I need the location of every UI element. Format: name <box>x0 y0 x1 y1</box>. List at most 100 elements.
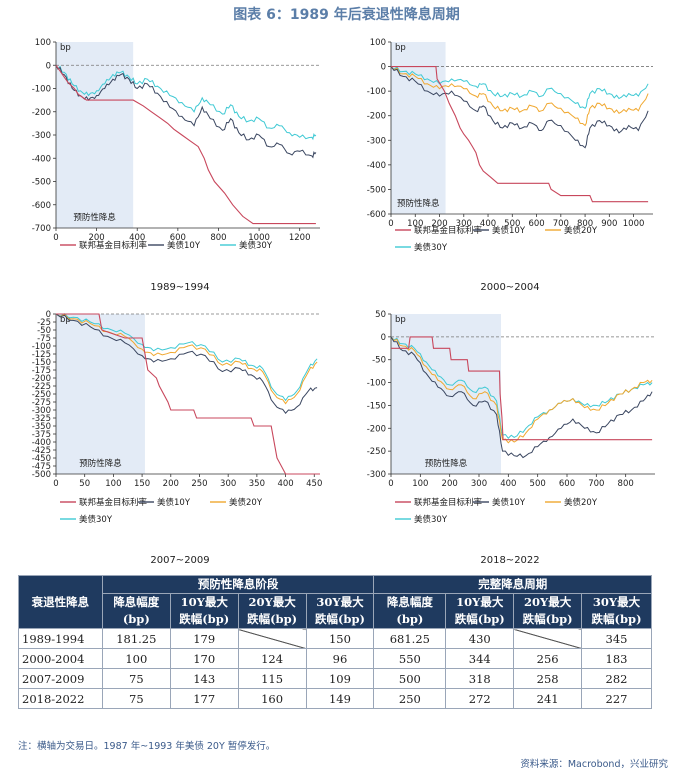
legend-label: 联邦基金目标利率 <box>79 240 148 251</box>
chart-panel-2007-2009: 预防性降息 bp 0 -25 -50 -75 -100 -125 -150 -175 -200 -22… <box>20 300 340 545</box>
x-tick-label: 1000 <box>623 219 645 229</box>
table-cell: 2000-2004 <box>18 648 103 669</box>
legend-label: 联邦基金目标利率 <box>414 225 483 236</box>
table-cell: 344 <box>445 648 515 669</box>
y-tick-label: -50 <box>372 356 386 366</box>
x-tick-label: 0 <box>388 479 393 489</box>
y-tick-label: -700 <box>32 224 51 234</box>
y-tick-label: -100 <box>32 342 51 352</box>
figure-title: 图表 6：1989 年后衰退性降息周期 <box>233 7 460 23</box>
table-header-full-cycle: 完整降息周期 <box>373 575 652 594</box>
unit-label: bp <box>60 315 71 325</box>
x-tick-label: 200 <box>88 233 104 243</box>
y-tick-label: -25 <box>37 318 51 328</box>
y-tick-label: -200 <box>367 112 386 122</box>
table-cell <box>237 628 307 649</box>
y-tick-label: -400 <box>32 154 51 164</box>
chart-panel-1989-1994: 预防性降息 bp 100 0 -100 -200 -300 -400 -500 -600 -700 0… <box>20 28 340 268</box>
x-tick-label: 100 <box>407 219 423 229</box>
table-cell: 681.25 <box>373 628 447 649</box>
x-tick-label: 0 <box>388 219 393 229</box>
legend-label: 美债10Y <box>492 225 526 236</box>
table-cell: 96 <box>305 648 375 669</box>
x-tick-label: 350 <box>249 479 265 489</box>
table-cell: 150 <box>305 628 375 649</box>
y-tick-label: -175 <box>32 366 51 376</box>
x-tick-label: 800 <box>618 479 634 489</box>
x-tick-label: 100 <box>412 479 428 489</box>
table-cell: 258 <box>513 668 583 689</box>
y-tick-label: -500 <box>367 185 386 195</box>
x-tick-label: 400 <box>129 233 145 243</box>
legend-label: 美债30Y <box>79 514 113 525</box>
unit-label: bp <box>60 43 71 53</box>
series-line-fed <box>391 336 653 441</box>
x-tick-label: 400 <box>480 219 496 229</box>
legend-label: 联邦基金目标利率 <box>414 497 483 508</box>
x-tick-label: 300 <box>471 479 487 489</box>
y-tick-label: -300 <box>367 136 386 146</box>
legend-label: 美债20Y <box>564 225 598 236</box>
x-tick-label: 600 <box>559 479 575 489</box>
y-tick-label: 0 <box>381 333 386 343</box>
table-cell: 500 <box>373 668 447 689</box>
source-note: 资料来源：Macrobond，兴业研究 <box>520 759 668 770</box>
x-tick-label: 50 <box>79 479 90 489</box>
x-tick-label: 400 <box>500 479 516 489</box>
table-header-recession: 衰退性降息 <box>18 575 103 629</box>
shade-label: 预防性降息 <box>73 212 116 223</box>
y-tick-label: -425 <box>32 446 51 456</box>
preventive-shade <box>391 42 446 214</box>
y-tick-label: 100 <box>370 38 386 48</box>
y-tick-label: 0 <box>381 63 386 73</box>
table-header-preventive: 预防性降息阶段 <box>101 575 375 594</box>
legend-label: 美债30Y <box>239 240 273 251</box>
shade-label: 预防性降息 <box>397 198 440 209</box>
table-cell: 109 <box>305 668 375 689</box>
table-cell: 550 <box>373 648 447 669</box>
legend-label: 美债30Y <box>414 514 448 525</box>
legend-label: 美债10Y <box>167 240 201 251</box>
series-line-fed <box>391 66 649 203</box>
x-tick-label: 400 <box>277 479 293 489</box>
table-cell: 115 <box>237 668 307 689</box>
table-cell: 183 <box>581 648 652 669</box>
table-cell: 100 <box>101 648 171 669</box>
y-tick-label: -500 <box>32 178 51 188</box>
y-tick-label: -100 <box>367 379 386 389</box>
series-line-t30 <box>55 65 317 141</box>
y-tick-label: -300 <box>32 406 51 416</box>
series-line-t10 <box>55 65 317 159</box>
y-tick-label: -300 <box>367 470 386 480</box>
series-line-t10 <box>390 336 653 459</box>
y-tick-label: 0 <box>46 61 51 71</box>
legend-label: 美债20Y <box>564 497 598 508</box>
y-tick-label: -200 <box>32 374 51 384</box>
unit-label: bp <box>395 43 406 53</box>
unit-label: bp <box>395 315 406 325</box>
table-cell: 272 <box>445 688 515 709</box>
x-tick-label: 300 <box>456 219 472 229</box>
summary-table: 衰退性降息 预防性降息阶段 完整降息周期 降息幅度 (bp) 10Y最大 跌幅(bp)… <box>18 575 652 709</box>
table-subheader: 降息幅度 (bp) <box>101 593 171 629</box>
table-cell: 227 <box>581 688 652 709</box>
x-tick-label: 1000 <box>248 233 270 243</box>
x-tick-label: 700 <box>553 219 569 229</box>
x-tick-label: 0 <box>53 233 58 243</box>
y-tick-label: 0 <box>46 310 51 320</box>
table-row: 2018-2022 75 177 160 149 250 272 241 227 <box>18 688 652 709</box>
x-tick-label: 800 <box>210 233 226 243</box>
y-tick-label: -400 <box>367 161 386 171</box>
legend-label: 美债10Y <box>492 497 526 508</box>
series-line-t30 <box>390 336 653 439</box>
x-tick-label: 800 <box>577 219 593 229</box>
chart-caption: 1989~1994 <box>150 282 210 293</box>
x-tick-label: 0 <box>53 479 58 489</box>
legend-label: 联邦基金目标利率 <box>79 497 148 508</box>
legend-label: 美债10Y <box>157 497 191 508</box>
chart-caption: 2000~2004 <box>480 282 540 293</box>
table-cell: 75 <box>101 688 171 709</box>
y-tick-label: -50 <box>37 326 51 336</box>
y-tick-label: -350 <box>32 422 51 432</box>
table-cell: 179 <box>169 628 239 649</box>
